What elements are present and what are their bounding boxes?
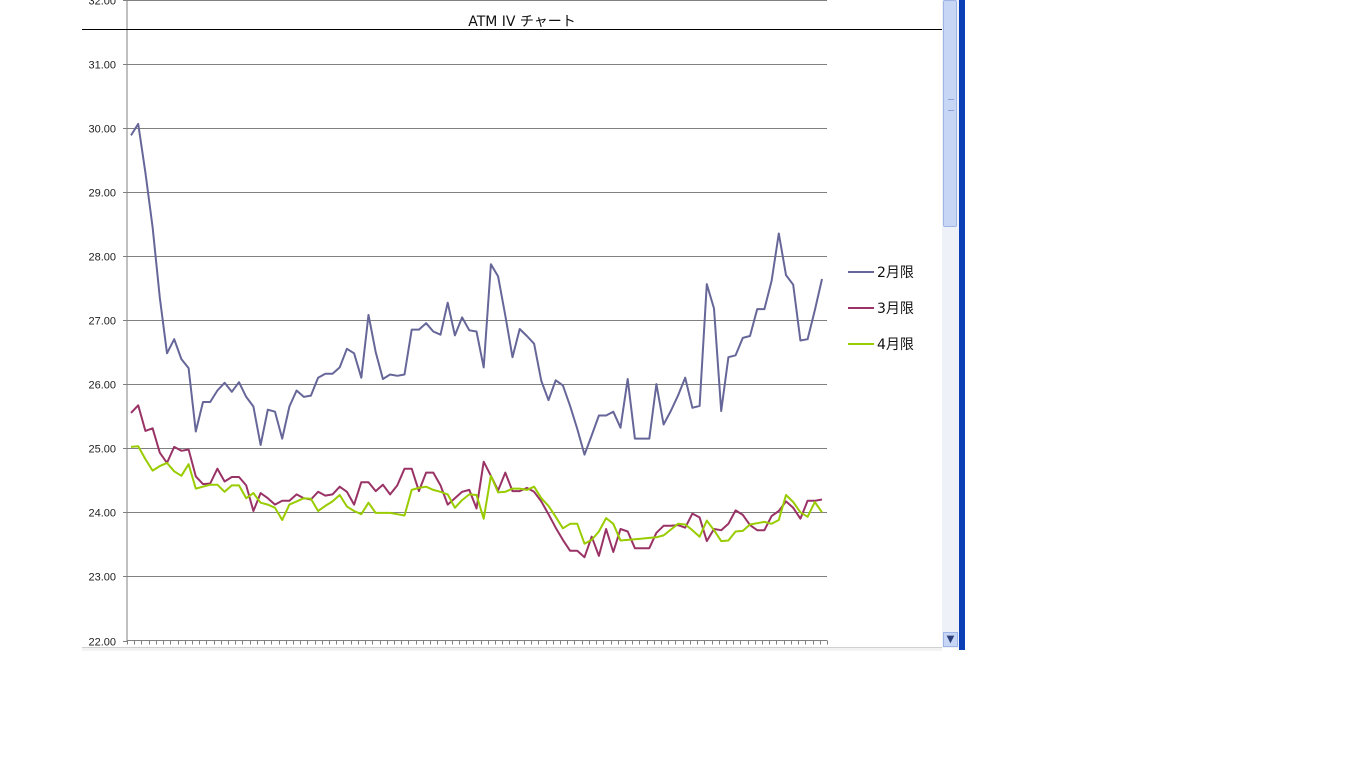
gridlines xyxy=(127,0,827,577)
y-tick-label: 22.00 xyxy=(88,637,116,649)
series-line-2 xyxy=(130,404,823,559)
horizontal-scroll-area xyxy=(82,647,942,651)
series-line-1 xyxy=(130,122,823,456)
y-tick-label: 30.00 xyxy=(88,124,116,136)
y-tick-label: 27.00 xyxy=(88,316,116,328)
y-tick-label: 31.00 xyxy=(88,60,116,72)
y-tick-label: 29.00 xyxy=(88,188,116,200)
x-tick-marks xyxy=(127,640,828,645)
legend: 2月限 3月限 4月限 xyxy=(848,265,914,353)
y-tick-label: 23.00 xyxy=(88,572,116,584)
y-tick-labels: 22.00 23.00 24.00 25.00 26.00 27.00 28.00 29.00… xyxy=(88,0,127,649)
title-background xyxy=(460,10,584,29)
y-tick-label: 26.00 xyxy=(88,380,116,392)
series-line-3 xyxy=(130,445,823,545)
scroll-down-arrow-icon[interactable]: ▼ xyxy=(943,632,958,647)
legend-label: 2月限 xyxy=(877,265,914,281)
chart-title: ATM IV チャート xyxy=(468,14,576,30)
scrollbar-thumb[interactable] xyxy=(943,0,957,227)
y-tick-label: 24.00 xyxy=(88,508,116,520)
legend-label: 3月限 xyxy=(877,301,914,317)
y-tick-label: 32.00 xyxy=(88,0,116,8)
series-lines xyxy=(130,122,823,559)
window-border xyxy=(959,0,965,650)
vertical-scrollbar[interactable]: ▼ xyxy=(942,0,959,648)
legend-label: 4月限 xyxy=(877,337,914,353)
y-tick-label: 28.00 xyxy=(88,252,116,264)
y-tick-label: 25.00 xyxy=(88,444,116,456)
scrollbar-grip-icon xyxy=(948,99,954,111)
